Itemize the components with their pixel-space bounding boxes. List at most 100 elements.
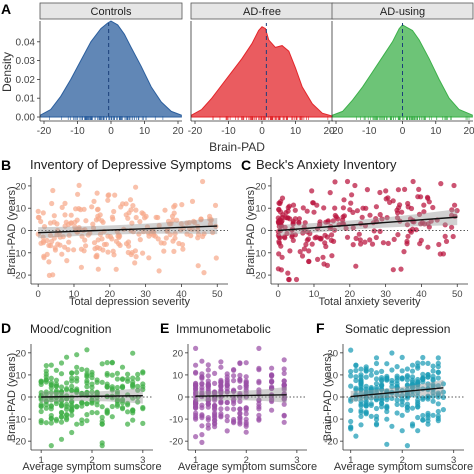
regression-line bbox=[41, 394, 143, 398]
data-point bbox=[440, 381, 446, 387]
data-point bbox=[38, 401, 44, 408]
data-point bbox=[368, 388, 374, 394]
x-tick-label: 30 bbox=[380, 289, 391, 300]
data-point bbox=[79, 403, 85, 409]
data-point bbox=[373, 355, 380, 361]
data-point bbox=[137, 219, 143, 225]
data-point bbox=[59, 204, 65, 210]
data-point bbox=[368, 402, 374, 408]
data-point bbox=[285, 270, 291, 276]
data-point bbox=[38, 408, 44, 415]
data-point bbox=[420, 379, 426, 385]
data-point bbox=[358, 403, 364, 409]
data-point bbox=[282, 235, 288, 241]
data-point bbox=[199, 439, 205, 445]
data-point bbox=[224, 413, 230, 419]
data-point bbox=[212, 202, 219, 208]
data-point bbox=[53, 418, 60, 424]
data-point bbox=[379, 378, 385, 384]
data-point bbox=[74, 375, 80, 381]
x-tick-label: 3 bbox=[140, 455, 145, 466]
data-point bbox=[119, 364, 126, 370]
data-point bbox=[421, 221, 428, 227]
x-tick-label: 0 bbox=[36, 289, 41, 300]
data-point bbox=[136, 231, 142, 237]
panel-label-d: D bbox=[1, 320, 11, 336]
data-point bbox=[205, 404, 211, 410]
data-point bbox=[354, 208, 360, 214]
data-point bbox=[207, 221, 213, 227]
data-point bbox=[84, 401, 90, 407]
data-point bbox=[94, 207, 101, 213]
data-point bbox=[193, 390, 199, 396]
data-point bbox=[199, 358, 205, 364]
data-point bbox=[449, 212, 455, 218]
data-point bbox=[353, 385, 359, 391]
data-point bbox=[90, 221, 96, 227]
data-point bbox=[404, 241, 410, 247]
data-point bbox=[340, 217, 346, 223]
data-point bbox=[353, 235, 359, 241]
data-point bbox=[415, 397, 421, 403]
data-point bbox=[399, 375, 405, 381]
x-tick-label: 40 bbox=[416, 289, 427, 300]
data-point bbox=[279, 218, 285, 224]
data-point bbox=[303, 241, 309, 248]
data-point bbox=[195, 235, 201, 241]
data-point bbox=[135, 399, 141, 405]
data-point bbox=[276, 251, 282, 257]
data-point bbox=[62, 244, 68, 250]
data-point bbox=[332, 179, 338, 185]
data-point bbox=[329, 232, 335, 238]
data-point bbox=[348, 368, 354, 375]
data-point bbox=[449, 224, 455, 230]
data-point bbox=[66, 239, 72, 245]
data-point bbox=[94, 402, 100, 408]
data-point bbox=[58, 419, 65, 425]
data-point bbox=[89, 389, 95, 395]
data-point bbox=[43, 405, 49, 411]
data-point bbox=[92, 246, 98, 252]
data-point bbox=[156, 268, 162, 274]
data-point bbox=[130, 410, 136, 416]
data-point bbox=[256, 345, 262, 351]
data-point bbox=[438, 181, 444, 187]
data-point bbox=[379, 396, 385, 402]
data-point bbox=[156, 222, 162, 229]
data-point bbox=[199, 412, 205, 418]
data-point bbox=[409, 405, 416, 411]
data-point bbox=[394, 410, 400, 416]
data-point bbox=[114, 389, 120, 395]
data-point bbox=[104, 384, 110, 390]
data-point bbox=[408, 229, 414, 235]
data-point bbox=[50, 187, 56, 194]
data-point bbox=[430, 393, 436, 399]
data-point bbox=[93, 253, 99, 260]
data-point bbox=[293, 276, 300, 283]
data-point bbox=[404, 377, 410, 383]
data-point bbox=[256, 416, 262, 422]
data-point bbox=[49, 238, 55, 245]
data-point bbox=[385, 240, 391, 246]
x-tick-label: -10 bbox=[221, 126, 236, 137]
data-point bbox=[373, 421, 380, 427]
x-axis-label: Average symptom sumscore bbox=[22, 461, 161, 473]
data-point bbox=[69, 407, 75, 413]
data-point bbox=[389, 380, 395, 386]
panel-c: C Beck's Anxiety Inventory Brain-PAD (year… bbox=[241, 157, 468, 308]
data-point bbox=[384, 403, 390, 409]
data-point bbox=[390, 267, 396, 273]
data-point bbox=[290, 202, 297, 208]
data-point bbox=[89, 375, 95, 381]
data-point bbox=[133, 184, 139, 190]
data-point bbox=[186, 219, 192, 226]
data-point bbox=[290, 218, 296, 224]
y-tick-label: 20 bbox=[172, 348, 183, 359]
data-point bbox=[218, 406, 224, 412]
data-point bbox=[58, 414, 65, 420]
data-point bbox=[43, 398, 49, 404]
data-point bbox=[99, 361, 105, 367]
data-point bbox=[425, 244, 431, 250]
data-point bbox=[210, 229, 216, 236]
data-point bbox=[367, 237, 373, 243]
